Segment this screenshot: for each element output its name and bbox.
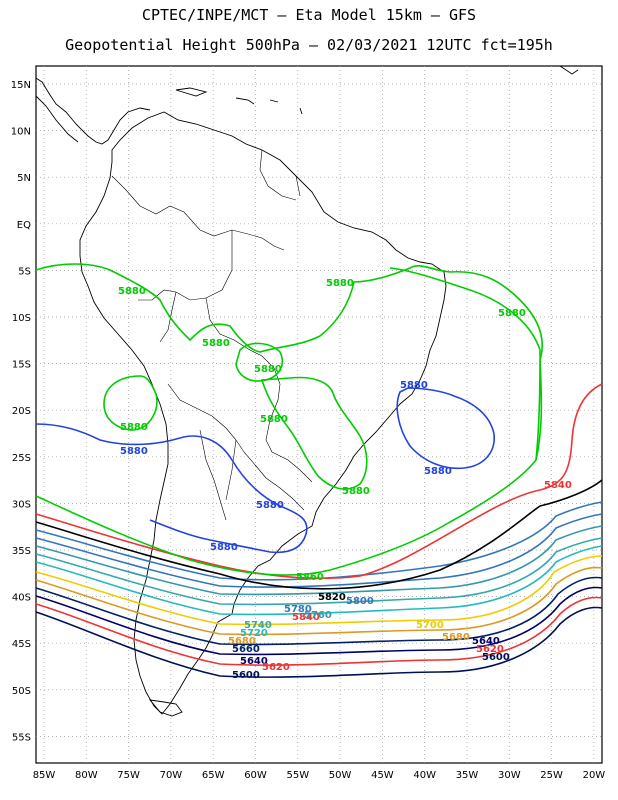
latitude-labels: 15N 10N 5N EQ 5S 10S 15S 20S 25S 30S 35S 40S 45S 50S 5…	[11, 80, 31, 743]
contour-5880-north	[35, 263, 543, 461]
border-lines	[111, 149, 313, 521]
label-5600-b: 5600	[482, 652, 510, 663]
lon-tick-label: 80W	[75, 770, 98, 781]
label-5880-e: 5880	[498, 308, 526, 319]
lon-tick-label: 25W	[540, 770, 563, 781]
label-5880-a: 5880	[118, 286, 146, 297]
lat-tick-label: 10N	[11, 127, 31, 138]
map-frame	[35, 65, 603, 764]
lat-tick-label: EQ	[17, 220, 31, 231]
tierra-del-fuego	[148, 699, 183, 717]
lon-tick-label: 60W	[244, 770, 267, 781]
lon-tick-label: 75W	[117, 770, 140, 781]
lon-tick-label: 65W	[202, 770, 225, 781]
lat-tick-label: 5S	[18, 266, 31, 277]
label-5780: 5780	[284, 604, 312, 615]
lat-tick-label: 15N	[11, 80, 31, 91]
label-5760: 5760	[304, 610, 332, 621]
lat-tick-label: 50S	[12, 686, 31, 697]
label-5880-c: 5880	[254, 364, 282, 375]
contour-5600	[35, 606, 603, 678]
label-5880-blue-b: 5880	[424, 466, 452, 477]
contour-5880-loop-a	[103, 375, 158, 431]
label-5880-b: 5880	[202, 338, 230, 349]
lon-tick-label: 20W	[583, 770, 606, 781]
contour-5880-east	[260, 376, 368, 490]
contour-labels: 5880 5880 5880 5880 5880 5880 5880 5880 …	[118, 278, 572, 681]
lat-tick-label: 15S	[12, 360, 31, 371]
label-5660: 5660	[232, 644, 260, 655]
lon-tick-label: 50W	[329, 770, 352, 781]
lon-tick-label: 35W	[456, 770, 479, 781]
coastlines	[35, 65, 579, 717]
longitude-labels: 85W 80W 75W 70W 65W 60W 55W 50W 45W 40W 35W 30W 25W 2…	[33, 770, 606, 781]
label-5740: 5740	[244, 620, 272, 631]
contour-lines	[35, 263, 603, 678]
central-america-coast	[35, 77, 151, 145]
label-5640-b: 5640	[472, 636, 500, 647]
label-5600-a: 5600	[232, 670, 260, 681]
lat-tick-label: 35S	[12, 546, 31, 557]
label-5820: 5820	[318, 592, 346, 603]
contour-5680	[35, 566, 603, 636]
map-title-line2: Geopotential Height 500hPa – 02/03/2021 …	[65, 36, 553, 54]
label-5880-h: 5880	[342, 486, 370, 497]
lon-tick-label: 55W	[286, 770, 309, 781]
contour-5820	[35, 479, 603, 590]
grid-lines	[36, 66, 602, 763]
lon-tick-label: 85W	[33, 770, 56, 781]
contour-5620	[35, 596, 603, 666]
lon-tick-label: 45W	[371, 770, 394, 781]
lat-tick-label: 5N	[17, 173, 31, 184]
lat-tick-label: 55S	[12, 732, 31, 743]
label-5880-blue-e: 5880	[210, 542, 238, 553]
label-5620-b: 5620	[476, 644, 504, 655]
contour-5880-anticyclone	[396, 387, 495, 470]
lat-tick-label: 10S	[12, 313, 31, 324]
label-5840-b: 5840	[544, 480, 572, 491]
contour-5760	[35, 525, 603, 596]
lon-tick-label: 70W	[160, 770, 183, 781]
contour-5720	[35, 545, 603, 616]
contour-5660	[35, 576, 603, 646]
label-5680-a: 5680	[228, 636, 256, 647]
caribbean-islands	[175, 65, 579, 115]
label-5720: 5720	[240, 628, 268, 639]
label-5840-a: 5840	[292, 612, 320, 623]
label-5700: 5700	[416, 620, 444, 631]
lat-tick-label: 45S	[12, 639, 31, 650]
label-5880-blue-c: 5880	[120, 446, 148, 457]
lat-tick-label: 40S	[12, 593, 31, 604]
lat-tick-label: 30S	[12, 499, 31, 510]
contour-5700	[35, 555, 603, 626]
country-borders	[111, 149, 313, 521]
label-5880-g: 5880	[260, 414, 288, 425]
label-5680-b: 5680	[442, 632, 470, 643]
lon-tick-label: 30W	[498, 770, 521, 781]
label-5880-f: 5880	[120, 422, 148, 433]
label-5860: 5860	[296, 572, 324, 583]
label-5880-d: 5880	[326, 278, 354, 289]
label-5800: 5800	[346, 596, 374, 607]
contour-5860	[35, 267, 543, 576]
label-5640-a: 5640	[240, 656, 268, 667]
lat-tick-label: 25S	[12, 453, 31, 464]
contour-5800	[35, 501, 603, 581]
south-america-coast	[79, 111, 447, 715]
label-5880-blue-a: 5880	[400, 380, 428, 391]
label-5880-blue-d: 5880	[256, 500, 284, 511]
contour-5640	[35, 586, 603, 656]
contour-5740	[35, 537, 603, 606]
contour-5880-loop-b	[235, 342, 284, 382]
label-5620-a: 5620	[262, 662, 290, 673]
lat-tick-label: 20S	[12, 406, 31, 417]
lon-tick-label: 40W	[413, 770, 436, 781]
contour-5880-south	[35, 423, 308, 554]
map-title-line1: CPTEC/INPE/MCT – Eta Model 15km – GFS	[141, 6, 477, 24]
